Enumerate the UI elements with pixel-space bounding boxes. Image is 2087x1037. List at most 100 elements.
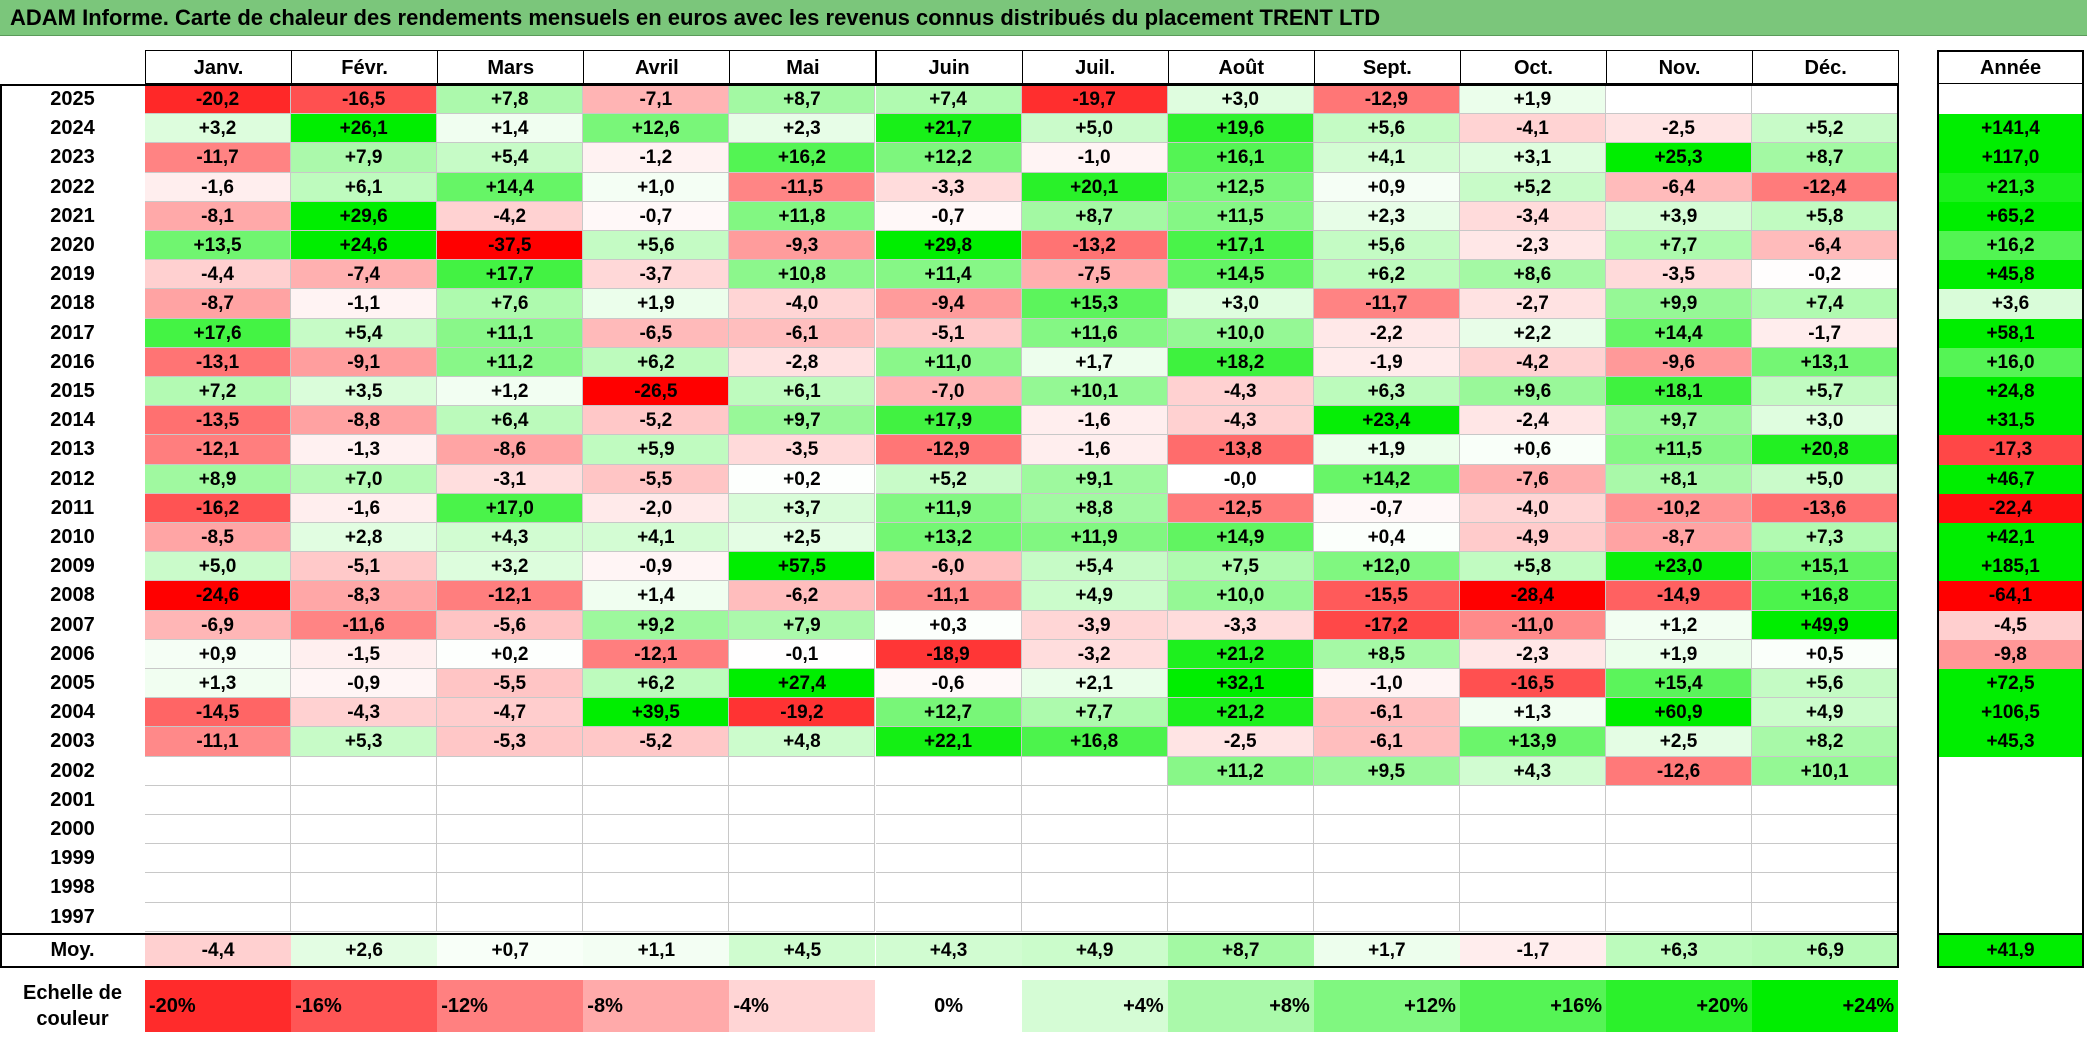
heatmap-cell: +6,4 [437,406,584,436]
heatmap-cell [875,815,1022,845]
heatmap-cell [437,873,584,903]
year-label: 2019 [50,263,95,286]
heatmap-cell: -7,5 [1021,260,1168,290]
heatmap-cell: +25,3 [1606,143,1753,173]
heatmap-cell: -10,2 [1606,493,1753,523]
heatmap-cell: +9,7 [1606,406,1753,436]
heatmap-cell: +15,4 [1606,669,1753,699]
heatmap-cell [1313,785,1460,815]
heatmap-cell: -2,3 [1459,639,1606,669]
heatmap-cell: +8,2 [1752,727,1899,757]
heatmap-cell: +3,0 [1167,289,1314,319]
heatmap-cell [1606,844,1753,874]
heatmap-cell: +2,5 [1606,727,1753,757]
heatmap-cell: +4,8 [729,727,876,757]
heatmap-cell: -3,7 [583,260,730,290]
annual-cell: +16,0 [1938,347,2083,377]
heatmap-cell [1752,844,1899,874]
heatmap-cell [1459,902,1606,932]
heatmap-cell: +17,7 [437,260,584,290]
heatmap-cell [729,844,876,874]
heatmap-cell [291,756,438,786]
heatmap-cell: -13,2 [1021,231,1168,261]
heatmap-cell: +11,5 [1167,201,1314,231]
annual-cell: +46,7 [1938,464,2083,494]
heatmap-cell: -4,9 [1459,523,1606,553]
annual-cell: +65,2 [1938,201,2083,231]
heatmap-cell: -3,3 [1167,610,1314,640]
heatmap-cell [1313,844,1460,874]
heatmap-cell: +8,7 [729,85,876,115]
year-label: 2016 [50,350,95,373]
heatmap-cell: +11,2 [1167,756,1314,786]
heatmap-cell [437,902,584,932]
heatmap-cell: +17,9 [875,406,1022,436]
heatmap-cell [1752,785,1899,815]
heatmap-cell: +4,3 [1459,756,1606,786]
heatmap-cell: +60,9 [1606,698,1753,728]
heatmap-cell: +7,6 [437,289,584,319]
heatmap-cell: +1,9 [1606,639,1753,669]
heatmap-cell [583,756,730,786]
heatmap-cell: -0,9 [583,552,730,582]
heatmap-cell [875,785,1022,815]
year-label: 2025 [50,88,95,110]
annual-cell: -22,4 [1938,493,2083,523]
heatmap-cell: -8,7 [145,289,292,319]
heatmap-cell [1606,85,1753,115]
annual-cell: +141,4 [1938,114,2083,144]
heatmap-cell: +7,7 [1606,231,1753,261]
heatmap-cell: +13,9 [1459,727,1606,757]
heatmap-cell: +9,5 [1313,756,1460,786]
average-cell: +6,3 [1606,934,1753,967]
heatmap-cell: -16,2 [145,493,292,523]
heatmap-cell: -8,8 [291,406,438,436]
heatmap-cell: -4,0 [1459,493,1606,523]
heatmap-cell: -7,6 [1459,464,1606,494]
year-label: 1997 [50,905,95,928]
heatmap-cell: -4,0 [729,289,876,319]
heatmap-cell: -5,1 [291,552,438,582]
heatmap-cell: +1,9 [583,289,730,319]
heatmap-cell: +13,1 [1752,347,1899,377]
heatmap-cell: -2,8 [729,347,876,377]
heatmap-cell: +0,2 [729,464,876,494]
heatmap-cell: +29,8 [875,231,1022,261]
heatmap-cell: -13,5 [145,406,292,436]
heatmap-cell [729,815,876,845]
heatmap-cell: -16,5 [291,85,438,115]
year-label: 2020 [50,234,95,256]
heatmap-cell: -0,2 [1752,260,1899,290]
heatmap-cell: +29,6 [291,201,438,231]
heatmap-cell: +13,5 [145,231,292,261]
heatmap-cell: +14,5 [1167,260,1314,290]
heatmap-cell: +18,2 [1167,347,1314,377]
heatmap-cell: -12,5 [1167,493,1314,523]
heatmap-cell: +5,2 [875,464,1022,494]
heatmap-cell: +5,0 [145,552,292,582]
heatmap-cell: +6,2 [583,669,730,699]
heatmap-cell: -11,0 [1459,610,1606,640]
month-header: Mai [729,50,877,84]
annual-cell [1938,815,2083,845]
heatmap-cell [583,844,730,874]
heatmap-cell: +0,4 [1313,523,1460,553]
heatmap-cell [291,815,438,845]
heatmap-cell: -1,6 [291,493,438,523]
heatmap-cell: +5,6 [1313,114,1460,144]
heatmap-cell: -7,1 [583,85,730,115]
heatmap-cell: -1,0 [1313,669,1460,699]
heatmap-cell [437,815,584,845]
color-scale-stop: -12% [437,980,584,1032]
heatmap-cell: +1,4 [583,581,730,611]
heatmap-cell: +0,5 [1752,639,1899,669]
heatmap-cell: -6,0 [875,552,1022,582]
heatmap-cell: +3,7 [729,493,876,523]
heatmap-cell [1167,815,1314,845]
heatmap-cell: -0,7 [583,201,730,231]
heatmap-cell: +7,5 [1167,552,1314,582]
heatmap-cell [1752,85,1899,115]
annual-cell: +31,5 [1938,406,2083,436]
heatmap-cell: -2,4 [1459,406,1606,436]
heatmap-cell: +7,2 [145,377,292,407]
